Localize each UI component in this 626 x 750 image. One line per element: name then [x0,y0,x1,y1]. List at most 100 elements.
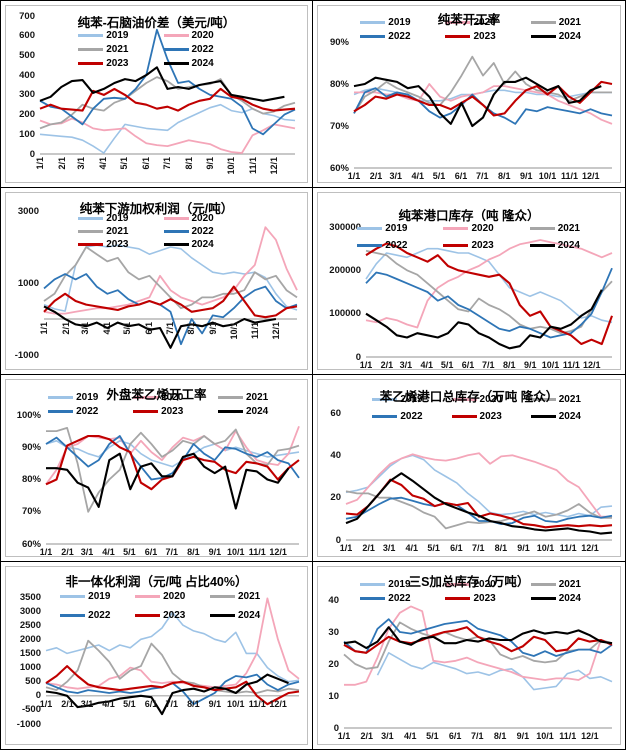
legend-item-2021: 2021 [530,394,608,405]
x-axis-tick-label: 12/1 [268,157,279,175]
legend-swatch [372,398,398,401]
series-line-2020 [39,117,296,154]
legend-swatch [218,410,243,413]
legend-swatch [360,583,386,586]
legend-label: 2020 [473,17,496,28]
x-axis-tick-label: 12/1 [581,731,599,741]
cell-non-integrated-profit: 非一体化利润（元/吨 占比40%） 2019 2020 2021 2022 2023 20… [1,562,313,749]
chart-title: 苯乙烯港口总库存（万吨 隆众） [379,390,559,404]
legend-label: 2024 [191,58,214,69]
chart-pure-benzene-port-inventory: 纯苯港口库存（吨 隆众） 2019 2020 2021 2022 2023 2024 30… [317,192,621,370]
legend-label: 2022 [88,610,111,621]
legend-item-2019: 2019 [360,579,443,590]
y-axis-tick-label: 1000 [17,277,39,289]
x-axis-tick-label: 9/1 [208,547,222,557]
legend-swatch [209,595,235,598]
y-axis-tick-label: 200000 [329,264,361,276]
chart-benzene-downstream-weighted-profit: 纯苯下游加权利润（元/吨） 2019 2020 2021 2022 2023 2024 3… [5,192,308,370]
x-axis-tick-label: 3/1 [389,171,403,181]
plot-lines [43,226,298,349]
x-axis-tick-label: 10/1 [536,543,555,553]
legend-label: 2022 [400,411,423,422]
x-axis-tick-label: 3/1 [382,543,396,553]
plot-lines [345,452,613,541]
x-axis-tick-label: 8/1 [187,547,200,557]
series-line-2022 [45,435,300,481]
x-axis-tick-label: 8/1 [186,322,197,335]
cell-benzene-naphtha-spread: 纯苯-石脑油价差（美元/吨） 2019 2020 2021 2022 2023 2024 … [1,1,313,188]
series-line-2020 [45,597,300,690]
legend-label: 2022 [388,31,411,42]
legend-swatch [451,398,477,401]
chart-legend: 2019 2020 2021 2022 2023 2024 [360,17,614,42]
legend-swatch [445,583,471,586]
legend-label: 2021 [558,17,581,28]
y-axis-tick-label: 0 [333,722,339,734]
x-axis-tick-label: 4/1 [102,547,115,557]
x-axis-tick-label: 6/1 [140,157,151,170]
legend-swatch [78,34,104,37]
x-axis-tick-label: 5/1 [119,157,130,170]
x-axis-tick-label: 6/1 [144,547,158,557]
x-axis-tick-label: 2/1 [61,547,74,557]
chart-overseas-styrene-operating-rate: 外盘苯乙烯开工率 2019 2020 2021 2022 2023 2024 100% 90… [5,379,308,557]
chart-legend: 2019 2020 2021 2022 2023 2024 [78,30,247,69]
x-axis-tick-label: 9/1 [208,698,222,709]
legend-swatch [529,227,555,230]
y-axis-tick-label: 0 [335,534,341,546]
legend-item-2024: 2024 [209,610,283,621]
legend-label: 2024 [246,406,269,417]
chart-title: 三S加总库存（万吨） [408,575,530,589]
x-axis-tick-label: 7/1 [482,360,495,370]
chart-styrene-port-total-inventory: 苯乙烯港口总库存（万吨 隆众） 2019 2020 2021 2022 2023 2024… [317,379,621,557]
legend-label: 2021 [558,579,581,590]
legend-label: 2022 [76,406,99,417]
legend-item-2019: 2019 [78,213,161,224]
legend-label: 2019 [388,579,411,590]
y-axis-tick-label: 40 [330,449,341,461]
x-axis-tick-label: 5/1 [440,360,454,370]
legend-label: 2022 [191,44,214,55]
legend-item-2019: 2019 [48,392,131,403]
chart-non-integrated-profit: 非一体化利润（元/吨 占比40%） 2019 2020 2021 2022 2023 20… [5,566,308,745]
chart-title: 纯苯-石脑油价差（美元/吨） [77,16,236,30]
legend-swatch [163,217,189,220]
y-axis-tick-label: 3000 [19,605,41,617]
legend-label: 2021 [106,44,129,55]
legend-item-2020: 2020 [443,223,527,234]
x-axis-tick-label: 1/1 [337,731,351,741]
y-axis-tick-label: 10 [328,690,339,702]
x-axis-tick-label: 6/1 [144,698,158,709]
y-axis-tick-label: 300000 [329,221,361,233]
legend-swatch [209,614,235,617]
cell-pure-benzene-operating-rate: 纯苯开工率 2019 2020 2021 2022 2023 2024 90% 80% 70%… [313,1,625,188]
series-line-2023 [353,80,613,117]
legend-label: 2023 [479,411,502,422]
legend-swatch [163,62,189,65]
series-line-2024 [39,66,285,102]
legend-swatch [218,396,243,399]
legend-item-2020: 2020 [163,30,247,41]
legend-label: 2019 [106,30,129,41]
legend-swatch [445,21,471,24]
legend-swatch [445,35,471,38]
legend-swatch [357,227,383,230]
plot-lines [39,28,296,155]
chart-title: 纯苯下游加权利润（元/吨） [79,202,234,216]
legend-label: 2024 [558,31,581,42]
legend-item-2022: 2022 [163,226,247,237]
y-axis-tick-label: -1000 [16,718,41,730]
legend-label: 2021 [237,591,261,602]
x-axis-tick-label: 7/1 [161,157,172,170]
y-axis-tick-label: 2500 [19,619,41,631]
series-line-2024 [365,289,603,350]
legend-label: 2020 [473,579,496,590]
legend-swatch [163,230,189,233]
y-axis-tick-label: 90% [329,36,349,48]
plot-lines [45,425,300,545]
legend-swatch [372,415,398,418]
x-axis-tick-label: 1/1 [359,360,373,370]
x-axis-tick-label: 9/1 [516,731,530,741]
legend-swatch [78,243,104,246]
x-axis-tick-label: 8/1 [493,731,507,741]
